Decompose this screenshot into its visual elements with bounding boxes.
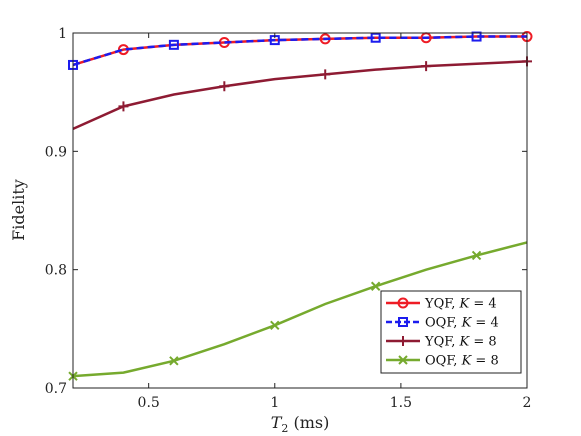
axes-frame [72,32,528,389]
x-tick-label-2: 1 [270,395,279,411]
x-tick-label-1: 0.5 [138,395,160,411]
y-axis-label: Fidelity [9,179,28,241]
legend-entry-1: YQF, K = 4 [386,297,497,312]
legend-label-2: OQF, K = 4 [425,316,499,331]
legend-4-marker-1 [398,355,408,365]
axes: 0.5 1 1.5 2 0.7 0.8 0.9 1 [45,26,532,411]
series-4-marker-5 [471,250,482,261]
legend-3-marker-1 [398,336,408,346]
series-4-marker-3 [270,320,280,330]
y-tick-label-4: 1 [58,26,67,42]
x-axis-label-unit: (ms) [288,413,329,432]
x-axis-label-sub: 2 [281,422,288,435]
series-1-line [72,35,527,67]
legend-2-marker-1 [398,317,408,327]
x-axis-label-var: T [271,413,283,432]
x-tick-label-3: 1.5 [390,395,412,411]
series-2 [68,31,527,70]
series-3-line [72,60,528,130]
legend-label-3: YQF, K = 8 [424,335,497,350]
series-3-marker-2 [219,81,230,92]
series-2-line [72,35,527,67]
y-tick-label-1: 0.7 [45,381,67,397]
series-4-marker-4 [370,281,381,291]
legend-entry-3: YQF, K = 8 [386,335,497,350]
series-4-marker-2 [169,356,179,366]
series-2-marker-2 [168,39,179,50]
series-3-marker-4 [421,61,432,72]
series-4 [68,241,528,381]
legend-entry-4: OQF, K = 8 [386,354,499,369]
legend-label-1: YQF, K = 4 [424,297,497,312]
plot-area [68,31,533,381]
series-3-marker-1 [118,101,129,112]
series-3 [72,56,532,130]
series-2-marker-4 [370,32,381,43]
legend-entry-2: OQF, K = 4 [386,316,499,331]
y-tick-label-3: 0.9 [45,144,67,160]
series-4-line [72,241,528,378]
x-tick-label-4: 2 [523,395,532,411]
y-tick-label-2: 0.8 [45,263,67,279]
legend-1-marker-1 [397,297,409,309]
legend: YQF, K = 4 OQF, K = 4 YQF, K = 8 OQF, K = 8 [380,290,522,374]
legend-label-4: OQF, K = 8 [425,354,499,369]
series-3-marker-3 [320,69,331,80]
x-axis-label: T2 (ms) [271,413,330,435]
